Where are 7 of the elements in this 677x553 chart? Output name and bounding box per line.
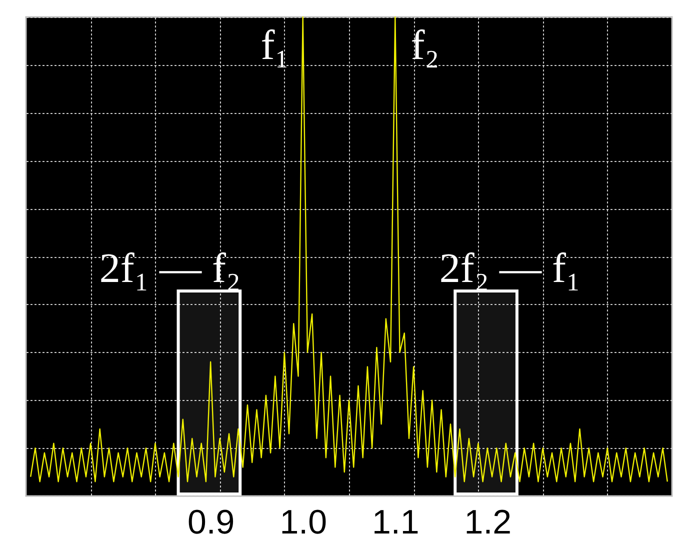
x-tick-label: 0.9 — [187, 504, 235, 542]
annotation: f₂ — [410, 23, 440, 69]
annotation: f₁ — [260, 23, 290, 69]
annotation: 2f₂ — f₁ — [439, 246, 581, 292]
x-tick-label: 1.0 — [280, 504, 327, 542]
x-tick-label: 1.2 — [464, 504, 512, 542]
x-tick-label: 1.1 — [372, 504, 420, 542]
